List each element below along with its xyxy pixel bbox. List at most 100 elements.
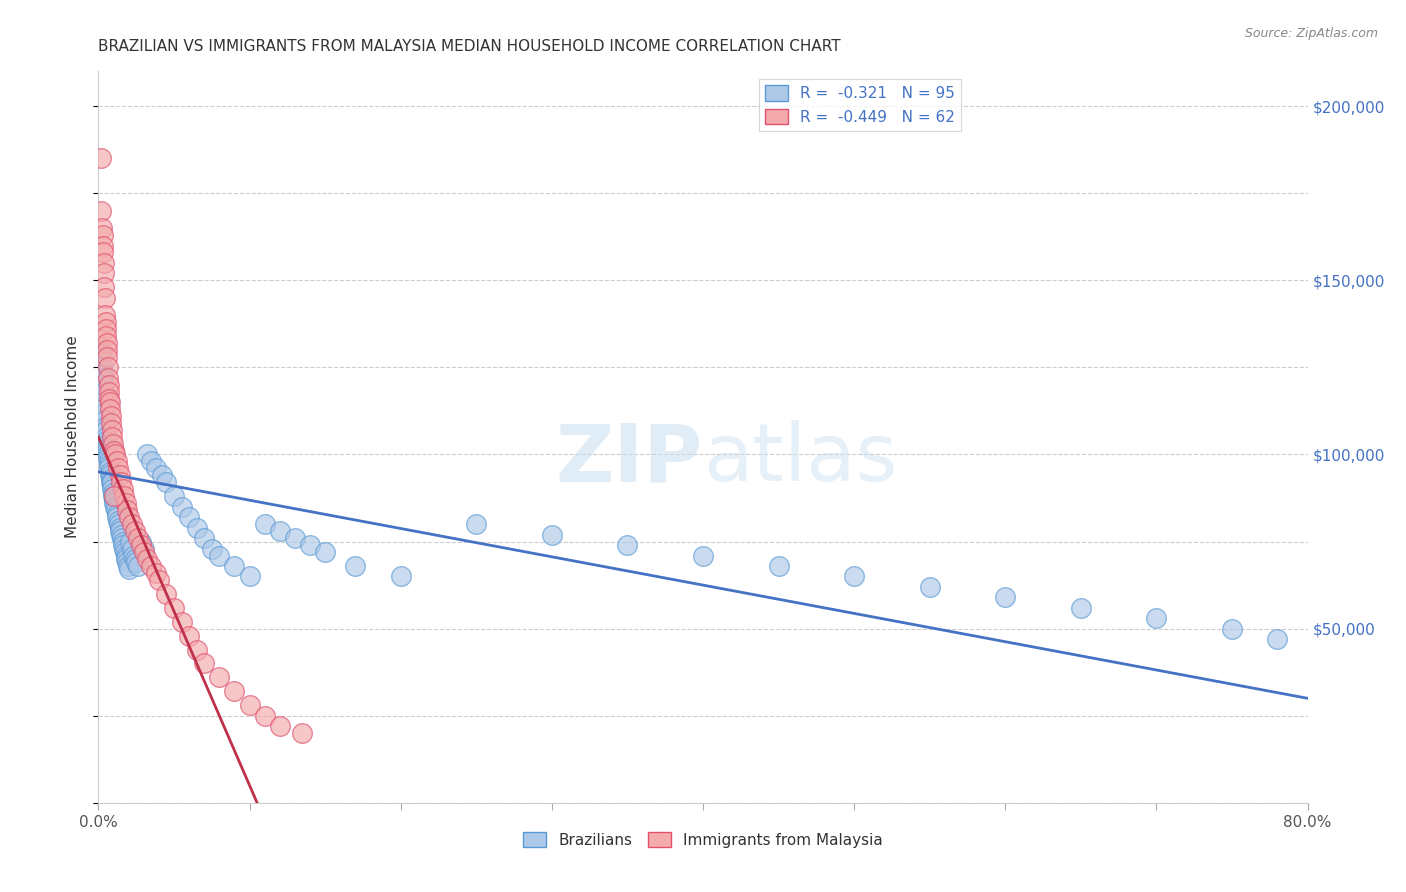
Point <box>115 552 138 566</box>
Point <box>118 510 141 524</box>
Point <box>104 503 127 517</box>
Point <box>107 514 129 528</box>
Point <box>108 521 131 535</box>
Point <box>118 562 141 576</box>
Point <box>100 479 122 493</box>
Point <box>112 538 135 552</box>
Point <box>105 454 128 468</box>
Point <box>98 461 121 475</box>
Point <box>96 336 118 351</box>
Point <box>96 444 118 458</box>
Text: Source: ZipAtlas.com: Source: ZipAtlas.com <box>1244 27 1378 40</box>
Point <box>344 558 367 573</box>
Point <box>94 423 117 437</box>
Point <box>299 538 322 552</box>
Y-axis label: Median Household Income: Median Household Income <box>65 335 80 539</box>
Point <box>127 531 149 545</box>
Point <box>97 454 120 468</box>
Point <box>994 591 1017 605</box>
Point <box>101 437 124 451</box>
Point <box>465 517 488 532</box>
Point <box>163 600 186 615</box>
Point <box>91 228 114 243</box>
Point <box>179 629 201 643</box>
Point <box>1267 632 1289 646</box>
Point <box>269 719 291 733</box>
Point <box>101 485 124 500</box>
Text: ZIP: ZIP <box>555 420 703 498</box>
Point <box>132 545 155 559</box>
Point <box>97 448 120 462</box>
Point <box>96 441 118 455</box>
Point <box>389 569 412 583</box>
Point <box>148 573 170 587</box>
Point <box>93 256 115 270</box>
Point <box>94 322 117 336</box>
Point <box>145 566 167 580</box>
Point <box>97 450 120 465</box>
Point <box>692 549 714 563</box>
Point <box>97 371 120 385</box>
Point <box>108 468 131 483</box>
Point <box>114 545 136 559</box>
Point <box>98 384 121 399</box>
Point <box>132 541 155 556</box>
Point <box>224 684 246 698</box>
Point <box>93 384 115 399</box>
Point <box>124 524 146 538</box>
Text: atlas: atlas <box>703 420 897 498</box>
Point <box>91 368 114 382</box>
Point <box>90 343 112 357</box>
Point <box>101 475 124 490</box>
Point <box>98 392 121 406</box>
Point <box>284 531 307 545</box>
Point <box>314 545 336 559</box>
Point <box>170 500 193 514</box>
Point <box>91 371 114 385</box>
Point <box>100 409 122 424</box>
Point <box>253 708 276 723</box>
Point <box>1220 622 1243 636</box>
Point <box>129 538 152 552</box>
Point <box>103 444 125 458</box>
Point <box>94 430 117 444</box>
Point <box>97 360 120 375</box>
Point <box>253 517 276 532</box>
Point <box>96 434 118 448</box>
Point <box>110 527 132 541</box>
Point <box>98 468 121 483</box>
Point <box>110 475 132 490</box>
Point <box>186 521 208 535</box>
Point <box>96 437 118 451</box>
Point <box>91 377 114 392</box>
Point <box>91 238 114 252</box>
Point <box>540 527 562 541</box>
Point <box>115 556 138 570</box>
Point <box>170 615 193 629</box>
Point <box>125 556 148 570</box>
Point <box>98 458 121 472</box>
Point <box>193 657 215 671</box>
Point <box>104 500 127 514</box>
Point <box>100 472 122 486</box>
Point <box>96 350 118 364</box>
Point <box>121 541 143 556</box>
Point <box>94 419 117 434</box>
Point <box>97 377 120 392</box>
Point <box>150 468 173 483</box>
Point <box>208 670 231 684</box>
Point <box>111 534 134 549</box>
Point <box>291 726 314 740</box>
Point <box>93 280 115 294</box>
Point <box>111 531 134 545</box>
Point <box>224 558 246 573</box>
Point <box>111 483 134 497</box>
Point <box>114 549 136 563</box>
Point <box>96 343 118 357</box>
Point <box>110 524 132 538</box>
Point <box>120 534 142 549</box>
Point <box>844 569 866 583</box>
Point <box>208 549 231 563</box>
Point <box>122 549 145 563</box>
Point <box>186 642 208 657</box>
